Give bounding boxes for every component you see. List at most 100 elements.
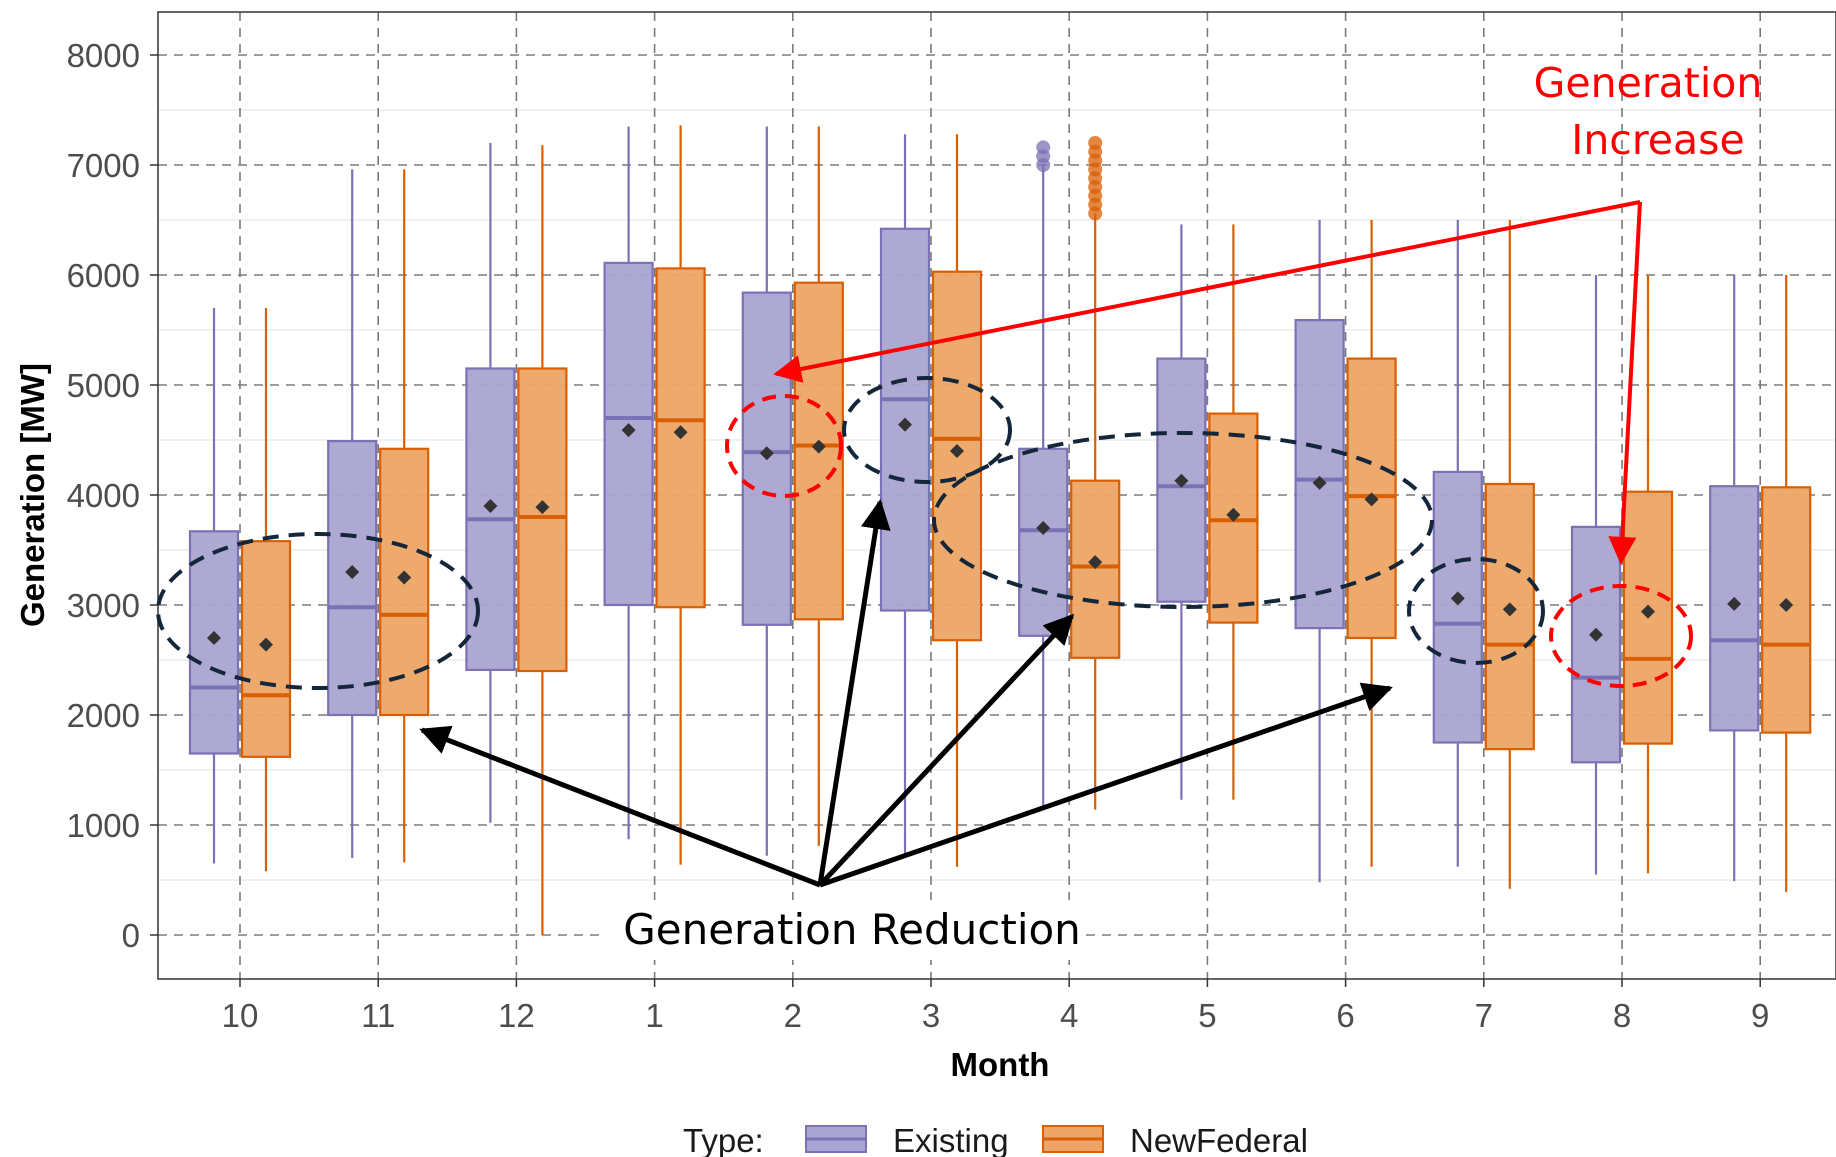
box-existing-2 [741, 126, 792, 856]
mean-marker [1450, 591, 1465, 606]
mean-marker [1364, 492, 1379, 507]
increase-ellipse-feb [725, 394, 843, 498]
reduction-arrow-4 [819, 682, 1393, 888]
y-tick-label: 3000 [67, 587, 140, 624]
reduction-ellipse-oct-nov [156, 532, 480, 690]
x-axis-title: Month [951, 1046, 1050, 1083]
annotations: Generation Reduction Generation Increase [156, 59, 1762, 960]
mean-marker [1502, 602, 1517, 617]
x-tick-label: 2 [784, 997, 802, 1034]
reduction-arrow-1 [419, 725, 821, 888]
box-newfederal-9 [1761, 275, 1812, 893]
box-existing-9 [1709, 275, 1760, 882]
legend: Type: Existing NewFederal [683, 1122, 1308, 1157]
x-tick-label: 6 [1336, 997, 1354, 1034]
grid-lines [158, 12, 1836, 979]
box-existing-3 [879, 134, 931, 854]
series-existing [188, 126, 1760, 883]
box-newfederal-2 [793, 126, 844, 846]
box-newfederal-7 [1484, 220, 1535, 889]
mean-marker [950, 444, 964, 458]
reduction-label-bg [604, 900, 1084, 960]
legend-key-existing [805, 1125, 867, 1153]
outlier-point [1036, 140, 1051, 155]
mean-marker [1312, 475, 1327, 490]
box-newfederal-6 [1346, 220, 1397, 867]
x-tick-label: 9 [1751, 997, 1769, 1034]
y-tick-label: 4000 [67, 477, 140, 514]
x-tick-labels: 10 11 12 1 2 3 4 5 6 7 8 9 [222, 979, 1769, 1034]
legend-key-newfederal [1042, 1125, 1104, 1153]
legend-title: Type: [683, 1122, 764, 1157]
box-body [517, 367, 568, 673]
y-tick-label: 2000 [67, 697, 140, 734]
mean-marker [1036, 521, 1051, 535]
box-newfederal-5 [1208, 224, 1259, 800]
mean-marker [1779, 598, 1794, 612]
box-body [240, 540, 292, 758]
x-tick-label: 7 [1475, 997, 1493, 1034]
legend-label-existing: Existing [893, 1122, 1009, 1157]
reduction-ellipse-jul [1407, 557, 1545, 665]
mean-marker [673, 425, 688, 440]
box-existing-10 [188, 308, 240, 864]
y-tick-label: 1000 [67, 807, 140, 844]
x-tick-label: 10 [222, 997, 259, 1034]
box-body [1570, 525, 1622, 764]
reduction-arrow-2 [817, 499, 891, 886]
series-newfederal [240, 125, 1812, 935]
box-existing-1 [603, 126, 654, 840]
mean-marker [621, 423, 636, 438]
reduction-ellipse-mar [842, 376, 1012, 484]
box-newfederal-11 [379, 169, 430, 863]
mean-marker [898, 417, 912, 432]
increase-arrow-aug [1608, 201, 1642, 565]
x-tick-label: 12 [498, 997, 535, 1034]
box-body [1018, 447, 1069, 637]
box-newfederal-12 [517, 145, 568, 935]
box-existing-7 [1432, 220, 1483, 867]
y-tick-label: 7000 [67, 147, 140, 184]
box-existing-12 [465, 143, 516, 823]
mean-marker [397, 570, 412, 585]
mean-marker [1226, 507, 1241, 522]
box-existing-6 [1294, 220, 1345, 883]
box-body [1070, 479, 1121, 659]
y-tick-labels: 0 1000 2000 3000 4000 5000 6000 7000 8000 [67, 37, 158, 954]
mean-marker [535, 500, 550, 515]
increase-ellipse-aug [1549, 584, 1693, 688]
mean-marker [1727, 596, 1742, 611]
box-newfederal-1 [655, 125, 706, 865]
box-newfederal-8 [1622, 275, 1674, 874]
mean-marker [1589, 627, 1603, 642]
y-axis-title: Generation [MW] [14, 363, 51, 627]
increase-label-line2: Increase [1571, 116, 1745, 164]
y-tick-label: 6000 [67, 257, 140, 294]
box-existing-8 [1570, 275, 1622, 875]
box-body [1432, 470, 1483, 744]
y-tick-label: 5000 [67, 367, 140, 404]
box-series [188, 125, 1812, 935]
mean-marker [759, 446, 774, 461]
mean-marker [1641, 604, 1655, 619]
box-newfederal-10 [240, 308, 292, 872]
box-existing-5 [1156, 224, 1207, 800]
mean-marker [1174, 473, 1189, 488]
reduction-ellipse-apr-jun [932, 431, 1434, 609]
x-tick-label: 1 [645, 997, 663, 1034]
x-tick-label: 11 [361, 997, 395, 1034]
x-tick-label: 4 [1060, 997, 1078, 1034]
mean-marker [259, 637, 273, 652]
y-tick-label: 0 [122, 917, 140, 954]
outlier-point [1088, 136, 1103, 150]
box-newfederal-4 [1070, 213, 1121, 810]
increase-arrow-feb [773, 200, 1641, 383]
mean-marker [811, 439, 826, 454]
box-existing-4 [1018, 165, 1069, 808]
box-body [1484, 482, 1535, 751]
x-tick-label: 8 [1613, 997, 1631, 1034]
reduction-label: Generation Reduction [623, 905, 1081, 954]
mean-marker [207, 631, 221, 645]
legend-label-newfederal: NewFederal [1130, 1122, 1308, 1157]
